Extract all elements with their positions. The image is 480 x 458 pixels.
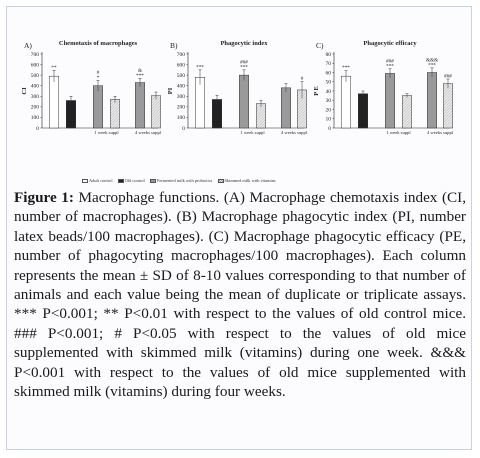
y-axis-label: CI bbox=[21, 87, 28, 95]
y-tick-label: 0 bbox=[36, 126, 39, 132]
chart-title: Phagocytic efficacy bbox=[363, 40, 417, 47]
bar bbox=[341, 75, 351, 129]
legend-item-fermented-milk: Fermented milk with probiotics bbox=[149, 178, 212, 183]
bar bbox=[427, 72, 437, 129]
significance-label: *** bbox=[428, 62, 436, 68]
bar bbox=[281, 87, 291, 129]
legend-item-old-control: Old control bbox=[117, 178, 145, 183]
y-tick-label: 600 bbox=[31, 62, 40, 68]
y-tick-label: 400 bbox=[177, 84, 186, 90]
y-tick-label: 40 bbox=[326, 89, 332, 95]
y-tick-label: 200 bbox=[31, 105, 40, 111]
bar bbox=[93, 85, 103, 129]
y-tick-label: 50 bbox=[326, 80, 332, 86]
y-tick-label: 10 bbox=[326, 117, 332, 123]
legend-item-skimmed-milk: Skimmed milk with vitamins bbox=[217, 178, 276, 183]
y-tick-label: 700 bbox=[31, 52, 40, 58]
bar bbox=[385, 73, 395, 129]
y-tick-label: 200 bbox=[177, 105, 186, 111]
y-tick-label: 0 bbox=[328, 126, 331, 132]
chart-legend: Adult control Old control Fermented milk… bbox=[82, 178, 280, 183]
bar bbox=[135, 82, 145, 129]
bar bbox=[256, 103, 266, 129]
y-tick-label: 80 bbox=[326, 52, 332, 58]
y-tick-label: 0 bbox=[182, 126, 185, 132]
charts-area: A) Chemotaxis of macrophages0100200300400… bbox=[21, 40, 454, 135]
group-label: 4 weeks suppl bbox=[281, 130, 308, 135]
bar bbox=[402, 95, 412, 129]
panel-letter: B) bbox=[170, 41, 178, 50]
y-tick-label: 700 bbox=[177, 52, 186, 58]
panel-letter: A) bbox=[24, 41, 32, 50]
significance-label: *** bbox=[196, 64, 204, 70]
significance-label: ### bbox=[386, 58, 394, 64]
panel-letter: C) bbox=[316, 41, 324, 50]
chart-title: Chemotaxis of macrophages bbox=[59, 40, 138, 47]
chart-title: Phagocytic index bbox=[220, 40, 268, 47]
y-tick-label: 300 bbox=[31, 94, 40, 100]
significance-label: *** bbox=[136, 73, 144, 79]
significance-label: ** bbox=[51, 65, 57, 71]
significance-label: ### bbox=[240, 59, 248, 65]
y-tick-label: 500 bbox=[177, 73, 186, 79]
significance-label: &&& bbox=[426, 57, 438, 63]
group-label: 4 weeks suppl bbox=[135, 130, 162, 135]
bar bbox=[443, 83, 453, 129]
bar bbox=[212, 99, 222, 129]
bar bbox=[239, 74, 249, 129]
y-tick-label: 60 bbox=[326, 70, 332, 76]
group-label: 1 week suppl bbox=[386, 130, 411, 135]
bar bbox=[49, 75, 59, 129]
y-tick-label: 20 bbox=[326, 107, 332, 113]
y-axis-label: PI bbox=[167, 87, 174, 94]
group-label: 4 weeks suppl bbox=[427, 130, 454, 135]
bar bbox=[110, 99, 120, 129]
significance-label: *** bbox=[386, 63, 394, 69]
group-label: 1 week suppl bbox=[94, 130, 119, 135]
bar bbox=[195, 77, 205, 129]
significance-label: * bbox=[97, 75, 100, 81]
y-tick-label: 100 bbox=[31, 115, 40, 121]
bar bbox=[151, 95, 161, 129]
significance-label: *** bbox=[342, 65, 350, 71]
y-tick-label: 500 bbox=[31, 73, 40, 79]
y-tick-label: 100 bbox=[177, 115, 186, 121]
bar bbox=[358, 93, 368, 129]
significance-label: & bbox=[138, 68, 142, 74]
y-axis-label: P E bbox=[313, 86, 320, 96]
y-tick-label: 300 bbox=[177, 94, 186, 100]
caption-text: Macrophage functions. (A) Macrophage che… bbox=[14, 189, 466, 401]
group-label: 1 week suppl bbox=[240, 130, 265, 135]
legend-item-adult-control: Adult control bbox=[82, 178, 113, 183]
significance-label: # bbox=[301, 76, 304, 82]
y-tick-label: 30 bbox=[326, 98, 332, 104]
significance-label: *** bbox=[240, 64, 248, 70]
y-tick-label: 400 bbox=[31, 84, 40, 90]
significance-label: # bbox=[97, 70, 100, 76]
significance-label: ### bbox=[444, 73, 452, 79]
caption-label: Figure 1: bbox=[14, 189, 74, 206]
figure-caption: Figure 1: Macrophage functions. (A) Macr… bbox=[14, 188, 466, 401]
y-tick-label: 600 bbox=[177, 62, 186, 68]
y-tick-label: 70 bbox=[326, 61, 332, 67]
